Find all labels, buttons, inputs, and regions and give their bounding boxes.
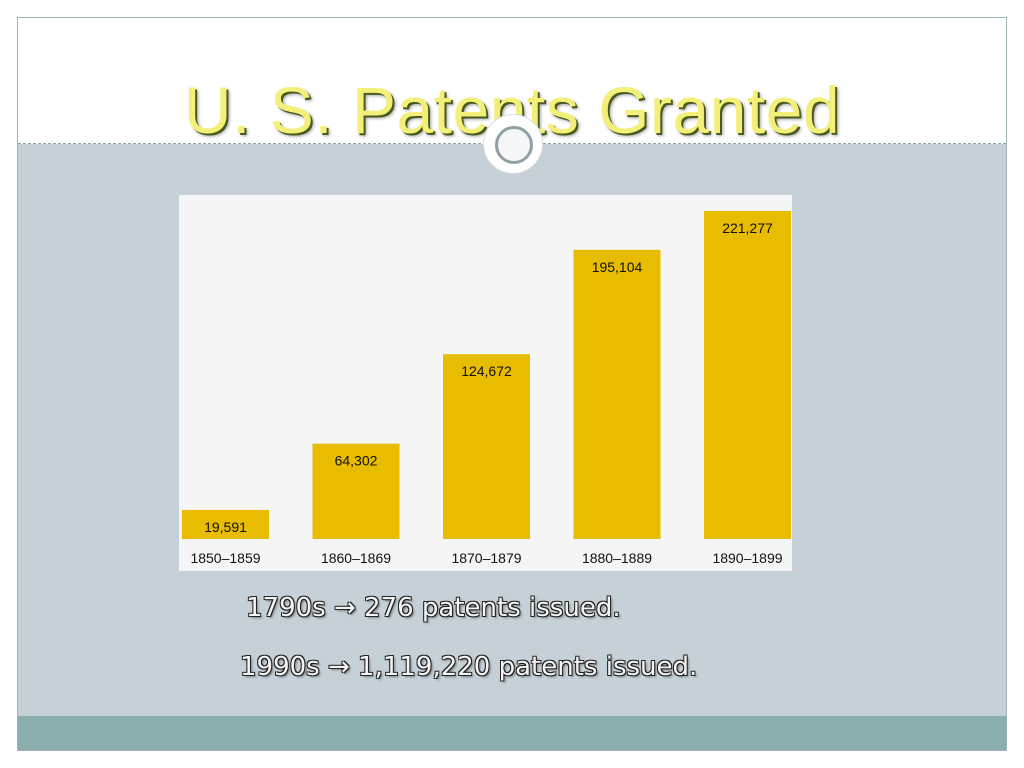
bar-4 — [704, 211, 791, 539]
footer-bar — [18, 716, 1006, 750]
category-label-0: 1850–1859 — [190, 550, 260, 566]
bar-value-label-0: 19,591 — [204, 519, 247, 535]
bar-value-label-3: 195,104 — [592, 259, 643, 275]
bar-chart: 19,591 1850–1859 64,302 1860–1869 124,672 187… — [179, 195, 792, 571]
note-1790s: 1790s → 276 patents issued. — [246, 593, 621, 623]
bar-value-label-2: 124,672 — [461, 363, 512, 379]
bar-chart-svg: 19,591 1850–1859 64,302 1860–1869 124,672 187… — [182, 211, 791, 566]
slide: U. S. Patents Granted 19,591 1850–1859 64,… — [17, 17, 1007, 751]
ring-inner — [495, 126, 533, 164]
bar-value-label-4: 221,277 — [722, 220, 773, 236]
category-label-1: 1860–1869 — [321, 550, 391, 566]
bar-0 — [182, 509, 269, 539]
category-label-2: 1870–1879 — [451, 550, 521, 566]
category-label-3: 1880–1889 — [582, 550, 652, 566]
ring-ornament-icon — [484, 115, 542, 173]
bar-value-label-1: 64,302 — [335, 453, 378, 469]
category-label-4: 1890–1899 — [712, 550, 782, 566]
bar-3 — [573, 249, 661, 539]
bar-2 — [443, 354, 530, 539]
bar-1 — [312, 443, 400, 539]
note-1990s: 1990s → 1,119,220 patents issued. — [240, 652, 698, 682]
